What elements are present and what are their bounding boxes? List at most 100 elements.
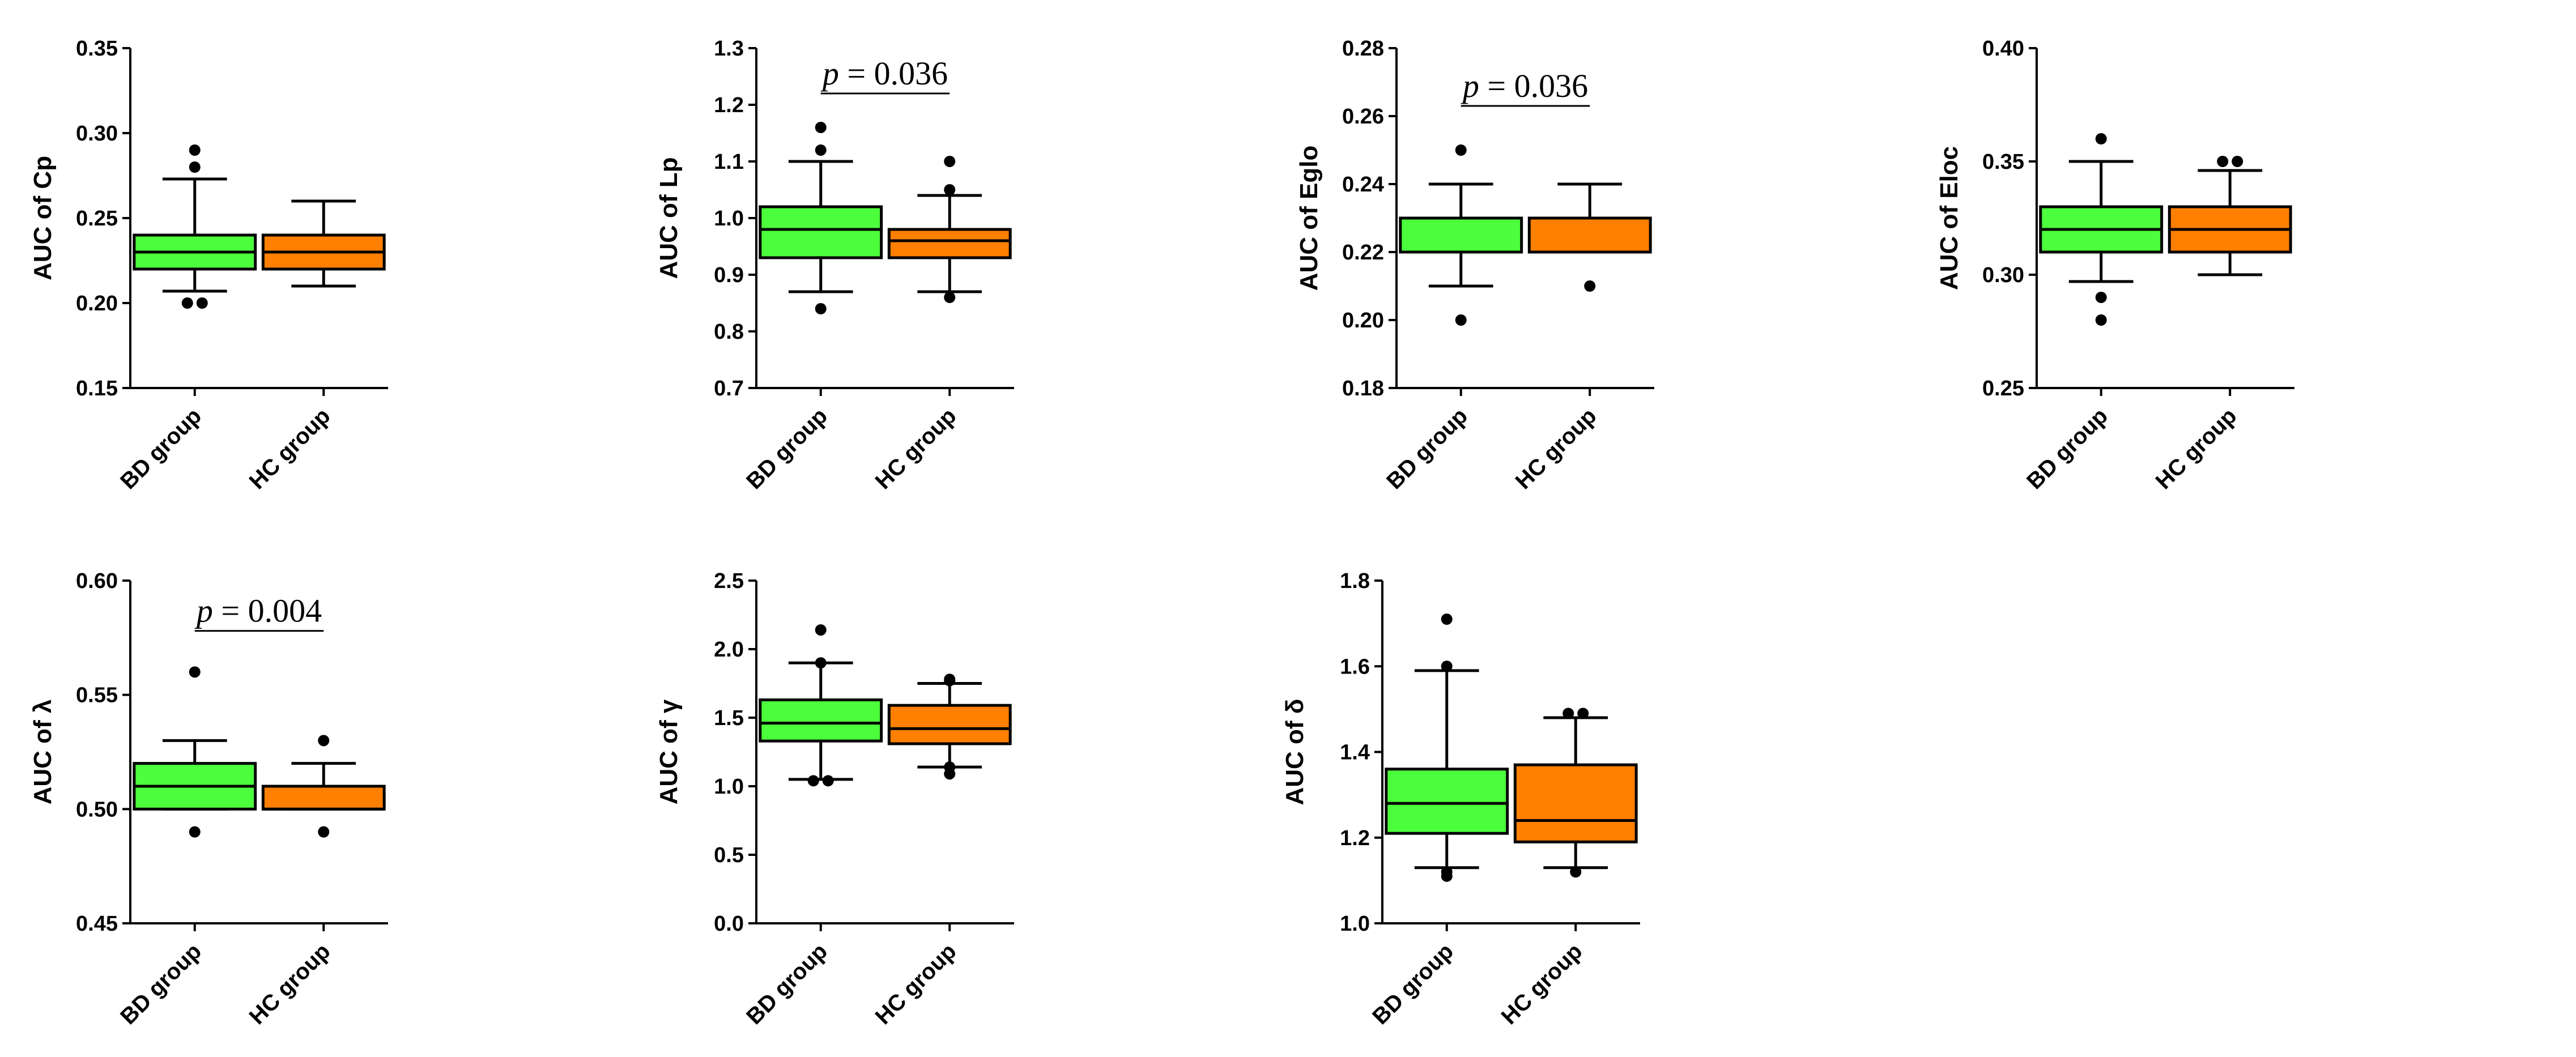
outlier-point — [189, 161, 201, 173]
outlier-point — [189, 826, 201, 838]
y-tick-label: 0.20 — [76, 292, 118, 316]
outlier-point — [2095, 292, 2107, 303]
outlier-point — [822, 775, 834, 787]
y-axis-label: AUC of λ — [29, 700, 57, 805]
box-iqr — [1399, 216, 1523, 254]
chart-svg: 0.25 0.30 0.35 0.40 AUC of Eloc BD group HC gr… — [1935, 37, 2294, 494]
y-tick-label: 0.40 — [1982, 37, 2024, 61]
axes — [755, 581, 1014, 924]
outlier-point — [318, 826, 330, 838]
y-tick-label: 1.0 — [714, 207, 744, 231]
outlier-point — [2232, 156, 2243, 167]
box-hc — [887, 156, 1012, 303]
outlier-point — [196, 297, 208, 309]
y-tick-label: 0.25 — [76, 207, 118, 231]
y-tick-label: 1.0 — [714, 775, 744, 799]
outlier-point — [807, 775, 819, 787]
box-bd — [133, 666, 257, 838]
outlier-point — [944, 156, 956, 167]
outlier-point — [318, 735, 330, 747]
outlier-point — [2217, 156, 2229, 167]
box-bd — [2039, 133, 2164, 326]
x-tick-label: BD group — [742, 403, 832, 494]
y-tick-label: 0.26 — [1342, 105, 1384, 129]
box-bd — [759, 122, 883, 314]
y-tick-label: 0.7 — [714, 377, 744, 400]
outlier-point — [1441, 613, 1453, 625]
axes — [129, 581, 388, 924]
chart-panel-2: 0.7 0.8 0.9 1.0 1.1 1.2 1.3 AUC of Lp BD group HC… — [637, 31, 1051, 518]
x-tick-label: BD group — [116, 403, 206, 494]
y-tick-label: 1.2 — [1340, 826, 1370, 850]
y-axis-label: AUC of Eglo — [1295, 146, 1323, 291]
x-tick-label: BD group — [2022, 403, 2113, 494]
x-tick-label: HC group — [2151, 403, 2242, 494]
y-tick-label: 1.1 — [714, 150, 744, 174]
y-tick-label: 0.30 — [1982, 263, 2024, 287]
y-tick-label: 2.5 — [714, 569, 744, 593]
y-tick-label: 0.15 — [76, 377, 118, 400]
x-tick-label: HC group — [1497, 939, 1587, 1029]
y-axis-label: AUC of Cp — [29, 156, 57, 280]
y-axis-label: AUC of Eloc — [1935, 146, 1963, 290]
outlier-point — [1455, 144, 1467, 156]
outlier-point — [1570, 866, 1582, 878]
chart-svg: 0.15 0.20 0.25 0.30 0.35 AUC of Cp BD group HC … — [29, 37, 388, 494]
box-iqr — [759, 205, 883, 259]
y-tick-label: 0.8 — [714, 320, 744, 344]
box-bd — [133, 144, 257, 309]
chart-svg: 0.7 0.8 0.9 1.0 1.1 1.2 1.3 AUC of Lp BD group HC… — [655, 37, 1014, 494]
box-hc — [2168, 156, 2292, 276]
outlier-point — [815, 303, 827, 314]
y-tick-label: 1.3 — [714, 37, 744, 61]
box-hc — [261, 735, 386, 838]
x-tick-label: BD group — [116, 939, 206, 1029]
x-tick-label: BD group — [742, 939, 832, 1029]
outlier-point — [189, 144, 201, 156]
chart-panel-4: 0.25 0.30 0.35 0.40 AUC of Eloc BD group HC gr… — [1918, 31, 2331, 518]
y-tick-label: 0.35 — [1982, 150, 2024, 174]
box-iqr — [887, 228, 1012, 259]
outlier-point — [815, 144, 827, 156]
y-tick-label: 1.5 — [714, 706, 744, 730]
y-tick-label: 0.30 — [76, 122, 118, 146]
box-iqr — [759, 698, 883, 743]
y-tick-label: 1.4 — [1340, 741, 1370, 765]
chart-svg: 0.18 0.20 0.22 0.24 0.26 0.28 AUC of Eglo BD gr… — [1295, 37, 1654, 494]
chart-svg: 0.45 0.50 0.55 0.60 AUC of λ BD group HC group… — [29, 569, 388, 1029]
box-bd — [759, 624, 883, 787]
outlier-point — [1584, 280, 1596, 292]
box-hc — [1513, 707, 1638, 878]
outlier-point — [815, 122, 827, 133]
y-tick-label: 0.35 — [76, 37, 118, 61]
box-iqr — [887, 704, 1012, 745]
x-tick-label: BD group — [1368, 939, 1458, 1029]
box-hc — [261, 199, 386, 288]
outlier-point — [815, 657, 827, 669]
y-tick-label: 0.28 — [1342, 37, 1384, 61]
outlier-point — [815, 624, 827, 636]
y-tick-label: 0.0 — [714, 912, 744, 936]
x-tick-label: HC group — [871, 939, 961, 1029]
chart-panel-5: 0.45 0.50 0.55 0.60 AUC of λ BD group HC group… — [11, 564, 425, 1051]
y-tick-label: 0.25 — [1982, 377, 2024, 400]
p-value-label: p = 0.036 — [820, 55, 948, 92]
box-iqr — [1513, 763, 1638, 843]
outlier-point — [2095, 133, 2107, 144]
y-tick-label: 2.0 — [714, 638, 744, 662]
axes — [1381, 581, 1640, 924]
y-tick-label: 1.8 — [1340, 569, 1370, 593]
outlier-point — [944, 761, 956, 773]
outlier-point — [189, 666, 201, 678]
box-hc — [887, 674, 1012, 780]
box-iqr — [261, 785, 386, 811]
p-value-label: p = 0.036 — [1461, 67, 1588, 104]
chart-svg: 1.0 1.2 1.4 1.6 1.8 AUC of δ BD group HC group — [1281, 569, 1640, 1029]
box-iqr — [1385, 768, 1509, 835]
chart-svg: 0.0 0.5 1.0 1.5 2.0 2.5 AUC of γ BD group HC gro… — [655, 569, 1014, 1029]
x-tick-label: HC group — [245, 939, 335, 1029]
outlier-point — [1441, 660, 1453, 672]
box-bd — [1399, 144, 1523, 326]
x-tick-label: HC group — [871, 403, 961, 494]
axes — [129, 48, 388, 389]
